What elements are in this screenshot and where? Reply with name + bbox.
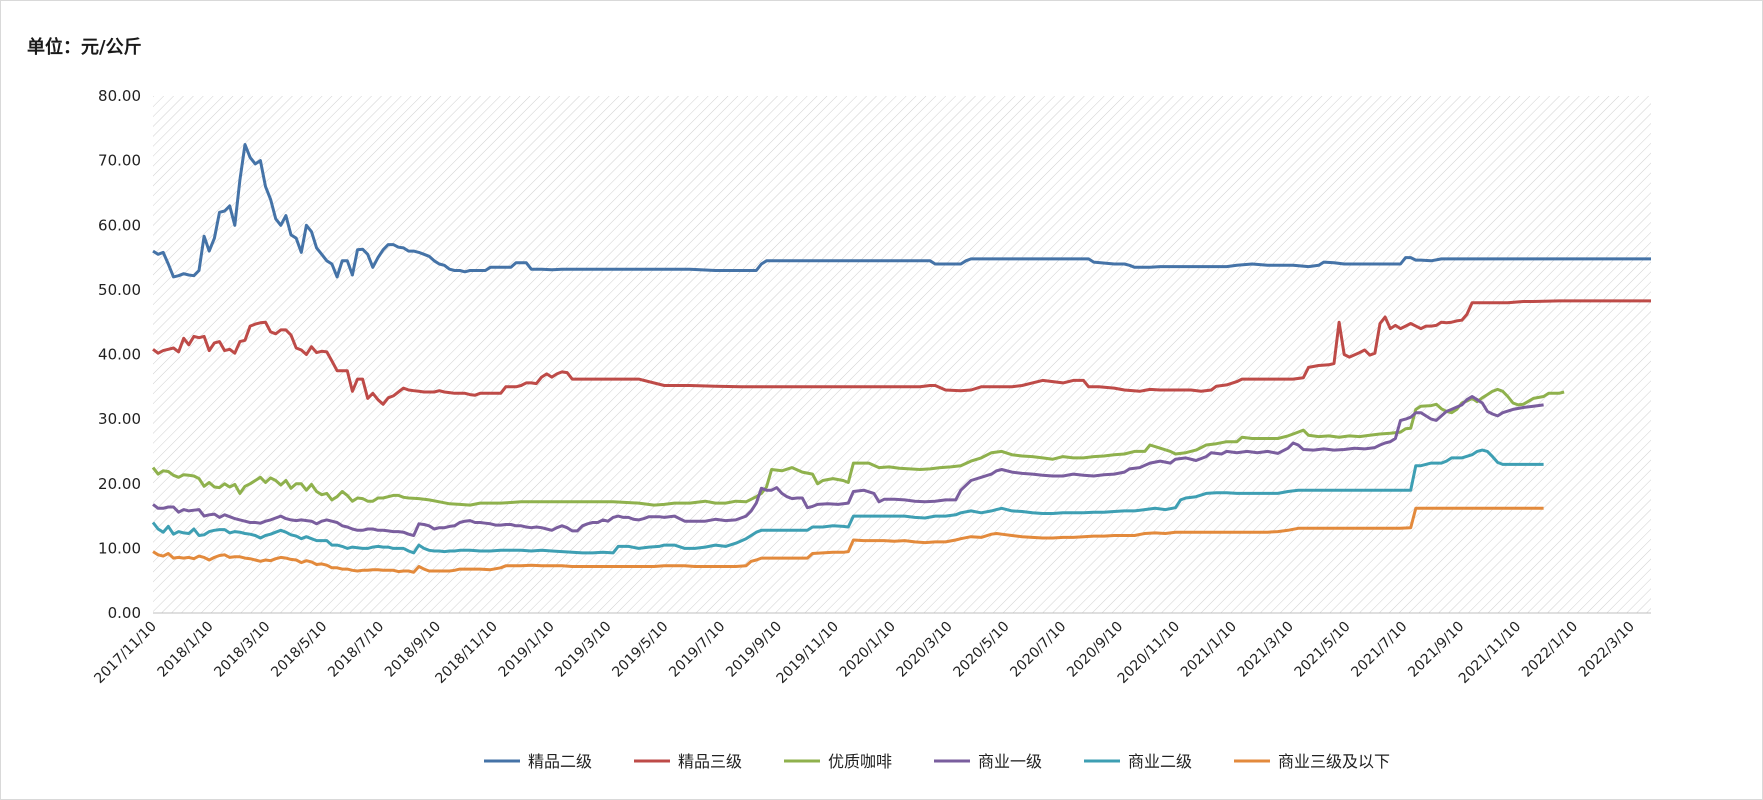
x-tick-label: 2021/1/10 [1178, 619, 1240, 681]
series-line-3 [152, 395, 1544, 537]
y-tick-label: 50.00 [98, 281, 141, 299]
y-tick-label: 80.00 [98, 87, 141, 105]
legend-label: 精品二级 [528, 752, 592, 771]
y-tick-label: 40.00 [98, 346, 141, 364]
x-tick-label: 2020/7/10 [1007, 619, 1069, 681]
legend-label: 精品三级 [678, 752, 742, 771]
unit-label: 单位：元/公斤 [27, 37, 142, 58]
x-tick-label: 2018/3/10 [211, 619, 273, 681]
plot-area [153, 96, 1651, 613]
x-tick-label: 2020/1/10 [837, 619, 899, 681]
y-tick-label: 20.00 [98, 475, 141, 493]
x-tick-label: 2018/5/10 [268, 619, 330, 681]
x-tick-label: 2018/7/10 [325, 619, 387, 681]
series-line-5 [152, 506, 1544, 574]
series-line-4 [151, 448, 1544, 555]
x-tick-label: 2021/3/10 [1235, 619, 1297, 681]
series-line-1 [152, 299, 1651, 406]
series-line-0 [152, 143, 1651, 279]
x-tick-label: 2019/7/10 [666, 619, 728, 681]
y-tick-label: 0.00 [108, 604, 141, 622]
y-tick-label: 30.00 [98, 410, 141, 428]
x-tick-label: 2021/7/10 [1348, 619, 1410, 681]
x-tick-label: 2019/3/10 [553, 619, 615, 681]
legend-label: 商业一级 [978, 752, 1042, 771]
x-tick-label: 2019/5/10 [609, 619, 671, 681]
legend: 精品二级 精品三级 优质咖啡 商业一级 商业二级 商业三级及以下 [484, 752, 1390, 771]
y-tick-label: 10.00 [98, 539, 141, 557]
x-tick-label: 2021/5/10 [1292, 619, 1354, 681]
x-tick-label: 2021/9/10 [1405, 619, 1467, 681]
x-tick-label: 2020/5/10 [950, 619, 1012, 681]
legend-label: 优质咖啡 [828, 752, 892, 771]
x-tick-label: 2019/9/10 [723, 619, 785, 681]
x-tick-label: 2020/3/10 [894, 619, 956, 681]
x-tick-label: 2022/1/10 [1519, 619, 1581, 681]
y-axis: 0.00 10.00 20.00 30.00 40.00 50.00 60.00 70.00 8… [98, 87, 141, 622]
x-tick-label: 2020/9/10 [1064, 619, 1126, 681]
series-line-2 [151, 387, 1565, 507]
series-lines [151, 143, 1651, 574]
x-tick-label: 2019/1/10 [496, 619, 558, 681]
x-tick-label: 2018/9/10 [382, 619, 444, 681]
legend-label: 商业三级及以下 [1278, 752, 1390, 771]
x-tick-label: 2017/11/10 [91, 619, 159, 687]
y-tick-label: 60.00 [98, 216, 141, 234]
x-axis: 2017/11/102018/1/102018/3/102018/5/10201… [91, 619, 1637, 687]
legend-label: 商业二级 [1128, 752, 1192, 771]
x-tick-label: 2018/1/10 [155, 619, 217, 681]
x-tick-label: 2022/3/10 [1576, 619, 1638, 681]
y-tick-label: 70.00 [98, 152, 141, 170]
